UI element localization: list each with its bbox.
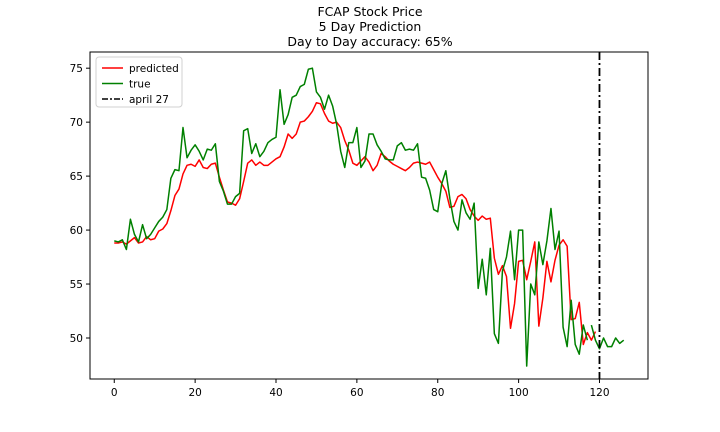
series-line-true (114, 67, 589, 367)
x-tick-label: 20 (188, 387, 201, 399)
legend-label: april 27 (129, 94, 169, 106)
series-line-true-continued (590, 324, 625, 350)
series-line-predicted (114, 101, 597, 346)
chart-title-line-3: Day to Day accuracy: 65% (287, 34, 452, 49)
x-tick-label: 40 (269, 387, 282, 399)
y-tick-label: 65 (70, 171, 83, 183)
legend-label: true (129, 79, 151, 91)
y-tick-label: 70 (70, 117, 83, 129)
legend-label: predicted (129, 63, 179, 75)
y-tick-label: 55 (70, 279, 83, 291)
legend-box (95, 56, 183, 108)
x-tick-label: 80 (431, 387, 444, 399)
y-tick-label: 75 (70, 63, 83, 75)
y-tick-label: 50 (70, 333, 83, 345)
y-tick-label: 60 (70, 225, 83, 237)
legend: predicted true april 27 (95, 56, 183, 108)
axes-frame (89, 51, 649, 380)
x-tick-label: 100 (509, 387, 529, 399)
chart-title-line-2: 5 Day Prediction (319, 19, 422, 34)
x-tick-label: 120 (589, 387, 609, 399)
x-tick-label: 60 (350, 387, 363, 399)
plot-area (114, 52, 625, 379)
x-tick-label: 0 (111, 387, 118, 399)
chart-title-line-1: FCAP Stock Price (317, 4, 422, 19)
